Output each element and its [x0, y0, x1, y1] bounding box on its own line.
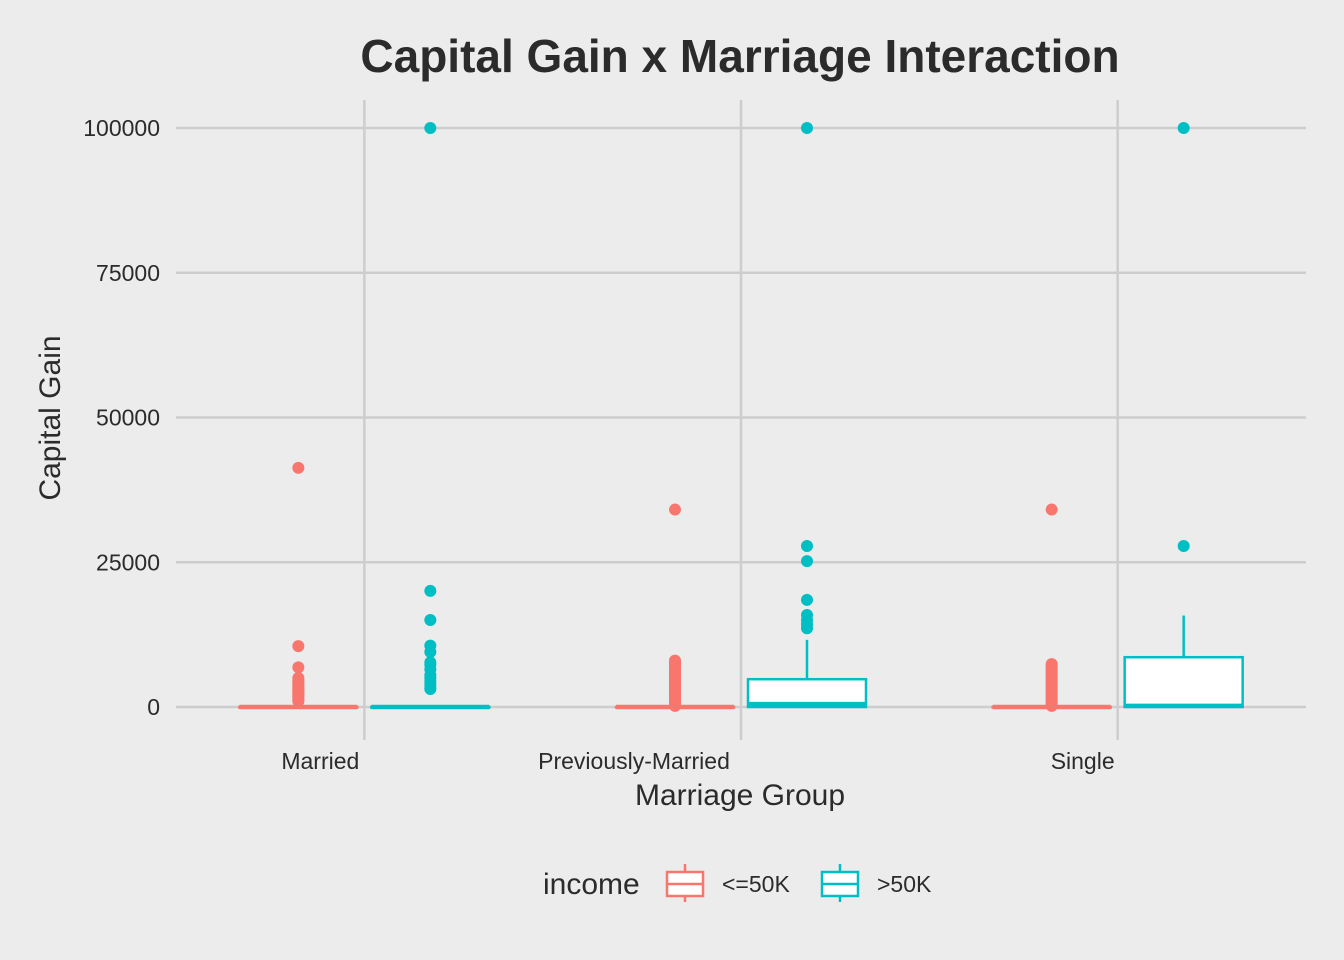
outlier-point: [424, 122, 437, 135]
legend: income <=50K >50K: [543, 864, 932, 902]
legend-item: >50K: [820, 864, 932, 902]
box: [1123, 655, 1244, 709]
y-tick-label: 25000: [96, 549, 160, 575]
boxplots: [238, 122, 1244, 712]
outlier-point: [801, 622, 813, 635]
outlier-point: [801, 593, 813, 606]
outlier-point: [1177, 540, 1190, 553]
chart-title: Capital Gain x Marriage Interaction: [360, 30, 1119, 82]
outlier-point: [292, 661, 305, 674]
outlier-point: [801, 540, 813, 553]
outlier-point: [801, 122, 813, 135]
boxplot: [238, 461, 359, 710]
outlier-point: [1045, 503, 1058, 516]
x-tick-labels: Married Previously-Married Single: [281, 748, 1114, 774]
y-tick-label: 100000: [83, 115, 160, 141]
legend-label: >50K: [877, 871, 932, 897]
outlier-point: [292, 695, 305, 708]
legend-title: income: [543, 868, 640, 901]
legend-label: <=50K: [722, 871, 790, 897]
y-tick-label: 75000: [96, 260, 160, 286]
legend-item: <=50K: [665, 864, 790, 902]
x-tick-label: Married: [281, 748, 359, 774]
x-axis-title: Marriage Group: [635, 779, 845, 812]
outlier-point: [292, 461, 305, 474]
y-axis-title: Capital Gain: [34, 335, 67, 500]
outlier-point: [1177, 122, 1190, 135]
boxplot: [370, 122, 491, 710]
y-tick-label: 0: [147, 694, 160, 720]
gridlines: [176, 100, 1306, 740]
outlier-point: [424, 584, 437, 597]
boxplot: [991, 503, 1112, 712]
boxplot: [1123, 122, 1244, 709]
outlier-point: [424, 614, 437, 627]
y-tick-label: 50000: [96, 405, 160, 431]
boxplot: [614, 503, 736, 712]
outlier-point: [1045, 699, 1058, 712]
x-tick-label: Single: [1051, 748, 1115, 774]
x-tick-label: Previously-Married: [538, 748, 730, 774]
y-tick-labels: 0 25000 50000 75000 100000: [83, 115, 160, 720]
boxplot: [746, 122, 868, 709]
outlier-point: [669, 503, 681, 516]
outlier-point: [424, 645, 437, 658]
outlier-point: [424, 683, 437, 696]
outlier-point: [669, 699, 681, 712]
outlier-point: [292, 640, 305, 653]
outlier-point: [801, 555, 813, 568]
